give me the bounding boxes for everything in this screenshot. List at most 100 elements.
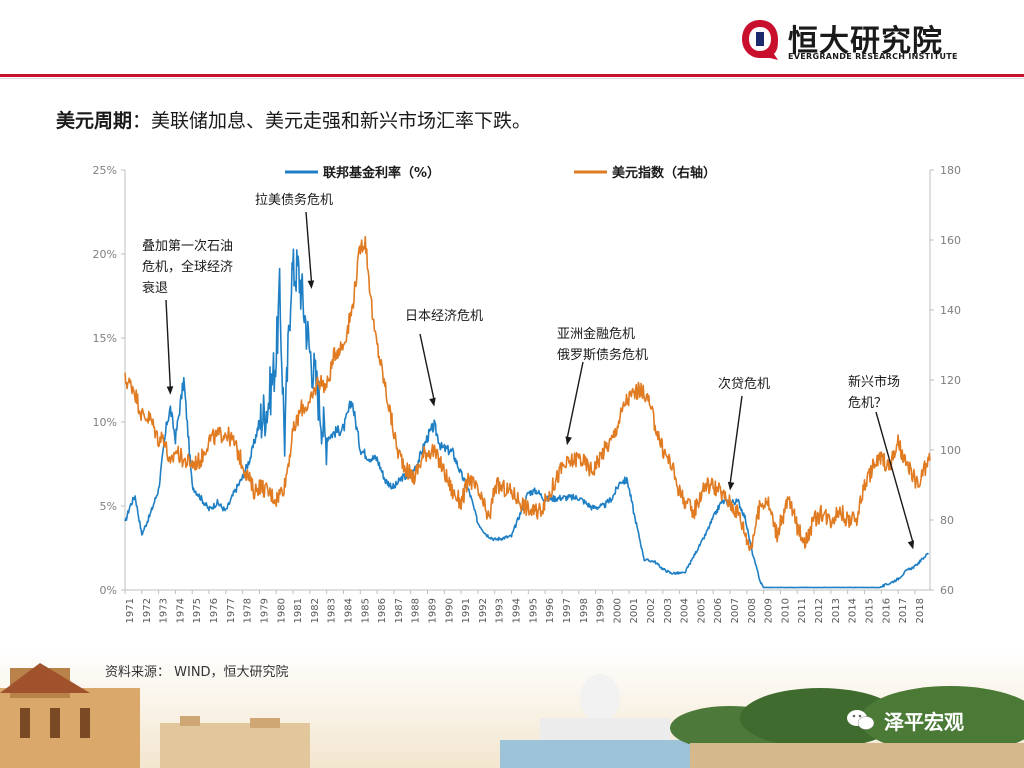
x-tick-label: 2007 bbox=[730, 598, 741, 623]
footer-scenery bbox=[0, 648, 1024, 768]
annotation-arrowhead-6 bbox=[907, 540, 915, 550]
brand-name-english: EVERGRANDE RESEARCH INSTITUTE bbox=[788, 52, 958, 61]
annotation-arrowhead-2 bbox=[307, 280, 315, 289]
x-tick-label: 2018 bbox=[915, 598, 926, 623]
x-tick-label: 2010 bbox=[780, 598, 791, 623]
x-tick-label: 1990 bbox=[444, 598, 455, 623]
annotation-4-line-2: 俄罗斯债务危机 bbox=[557, 347, 648, 363]
annotation-arrow-5 bbox=[729, 395, 743, 485]
x-tick-label: 2014 bbox=[848, 598, 859, 623]
annotation-arrow-6 bbox=[875, 411, 914, 544]
x-tick-label: 1971 bbox=[125, 598, 136, 623]
slide-title: 美元周期：美联储加息、美元走强和新兴市场汇率下跌。 bbox=[56, 106, 531, 133]
y-left-tick-label: 10% bbox=[93, 416, 117, 429]
x-tick-label: 2015 bbox=[864, 598, 875, 623]
evergrande-logo-icon bbox=[742, 20, 778, 60]
y-right-tick-label: 80 bbox=[940, 514, 954, 527]
x-tick-label: 1980 bbox=[276, 598, 287, 623]
x-tick-label: 1976 bbox=[209, 598, 220, 623]
legend-label-1: 联邦基金利率（%） bbox=[323, 165, 440, 181]
x-tick-label: 2012 bbox=[814, 598, 825, 623]
y-left-tick-label: 20% bbox=[93, 248, 117, 261]
x-tick-label: 2011 bbox=[797, 598, 808, 623]
annotation-arrow-1 bbox=[165, 299, 172, 389]
x-tick-label: 1987 bbox=[394, 598, 405, 623]
series-line-2 bbox=[124, 235, 931, 552]
header-divider-thin bbox=[0, 78, 1024, 79]
annotation-5-line-1: 次贷危机 bbox=[718, 376, 770, 392]
x-tick-label: 1994 bbox=[512, 598, 523, 623]
y-left-tick-label: 15% bbox=[93, 332, 117, 345]
annotation-arrow-2 bbox=[305, 211, 313, 284]
x-tick-label: 2013 bbox=[831, 598, 842, 623]
x-tick-label: 1999 bbox=[596, 598, 607, 623]
annotation-1-line-3: 衰退 bbox=[142, 280, 168, 296]
x-tick-label: 2000 bbox=[612, 598, 623, 623]
x-tick-label: 1981 bbox=[293, 598, 304, 623]
x-tick-label: 1986 bbox=[377, 598, 388, 623]
x-tick-label: 1989 bbox=[428, 598, 439, 623]
annotation-arrow-3 bbox=[419, 333, 435, 401]
x-tick-label: 2003 bbox=[663, 598, 674, 623]
x-tick-label: 1995 bbox=[528, 598, 539, 623]
annotation-arrowhead-1 bbox=[166, 386, 174, 395]
annotation-1-line-1: 叠加第一次石油 bbox=[142, 238, 233, 254]
annotation-1-line-2: 危机，全球经济 bbox=[142, 259, 233, 275]
annotation-6-line-2: 危机？ bbox=[848, 396, 887, 411]
x-tick-label: 1982 bbox=[310, 598, 321, 623]
legend-label-2: 美元指数（右轴） bbox=[612, 165, 716, 181]
annotation-6-line-1: 新兴市场 bbox=[848, 374, 900, 390]
chart: 0% 5% 10% 15% 20% 25% 60 80 100 120 140 160 180 1971 1… bbox=[93, 164, 961, 623]
series-line-1 bbox=[124, 248, 929, 589]
wechat-icon bbox=[847, 710, 875, 730]
y-right-tick-label: 120 bbox=[940, 374, 961, 387]
annotation-2-line-1: 拉美债务危机 bbox=[255, 192, 333, 208]
x-tick-label: 2001 bbox=[629, 598, 640, 623]
x-tick-label: 2017 bbox=[898, 598, 909, 623]
y-right-tick-label: 180 bbox=[940, 164, 961, 177]
x-tick-label: 2008 bbox=[747, 598, 758, 623]
x-tick-label: 1978 bbox=[243, 598, 254, 623]
x-tick-label: 1979 bbox=[259, 598, 270, 623]
header: 恒大研究院 EVERGRANDE RESEARCH INSTITUTE bbox=[0, 0, 1024, 80]
y-right-tick-label: 140 bbox=[940, 304, 961, 317]
annotation-arrowhead-3 bbox=[429, 397, 436, 407]
x-tick-label: 1973 bbox=[159, 598, 170, 623]
x-tick-label: 1998 bbox=[579, 598, 590, 623]
annotation-arrowhead-5 bbox=[727, 481, 735, 491]
x-tick-label: 1983 bbox=[327, 598, 338, 623]
brand-name: 恒大研究院 bbox=[788, 24, 943, 59]
x-tick-label: 2002 bbox=[646, 598, 657, 623]
y-left-tick-label: 0% bbox=[100, 584, 117, 597]
annotation-arrowhead-4 bbox=[565, 436, 572, 446]
annotation-arrow-4 bbox=[566, 361, 584, 440]
annotation-3-line-1: 日本经济危机 bbox=[405, 309, 483, 324]
x-tick-label: 1992 bbox=[478, 598, 489, 623]
slide-title-text: ：美联储加息、美元走强和新兴市场汇率下跌。 bbox=[132, 110, 532, 132]
annotation-4-line-1: 亚洲金融危机 bbox=[557, 326, 635, 342]
y-left-tick-label: 5% bbox=[100, 500, 117, 513]
y-left-tick-label: 25% bbox=[93, 164, 117, 177]
wechat-account-name: 泽平宏观 bbox=[884, 710, 964, 734]
y-right-tick-label: 160 bbox=[940, 234, 961, 247]
x-tick-label: 1991 bbox=[461, 598, 472, 623]
x-tick-label: 1984 bbox=[343, 598, 354, 623]
x-tick-label: 1993 bbox=[495, 598, 506, 623]
x-tick-label: 2016 bbox=[881, 598, 892, 623]
x-tick-label: 1985 bbox=[360, 598, 371, 623]
x-tick-label: 1988 bbox=[411, 598, 422, 623]
x-tick-label: 1996 bbox=[545, 598, 556, 623]
x-tick-label: 2005 bbox=[696, 598, 707, 623]
x-tick-label: 2004 bbox=[680, 598, 691, 623]
header-divider bbox=[0, 74, 1024, 77]
x-tick-label: 1974 bbox=[175, 598, 186, 623]
slide-title-keyword: 美元周期 bbox=[56, 110, 133, 132]
x-tick-label: 1997 bbox=[562, 598, 573, 623]
x-tick-label: 2006 bbox=[713, 598, 724, 623]
y-right-tick-label: 100 bbox=[940, 444, 961, 457]
source-note: 资料来源： WIND，恒大研究院 bbox=[105, 665, 289, 680]
y-right-tick-label: 60 bbox=[940, 584, 954, 597]
x-tick-label: 2009 bbox=[764, 598, 775, 623]
x-tick-label: 1977 bbox=[226, 598, 237, 623]
x-tick-label: 1972 bbox=[142, 598, 153, 623]
